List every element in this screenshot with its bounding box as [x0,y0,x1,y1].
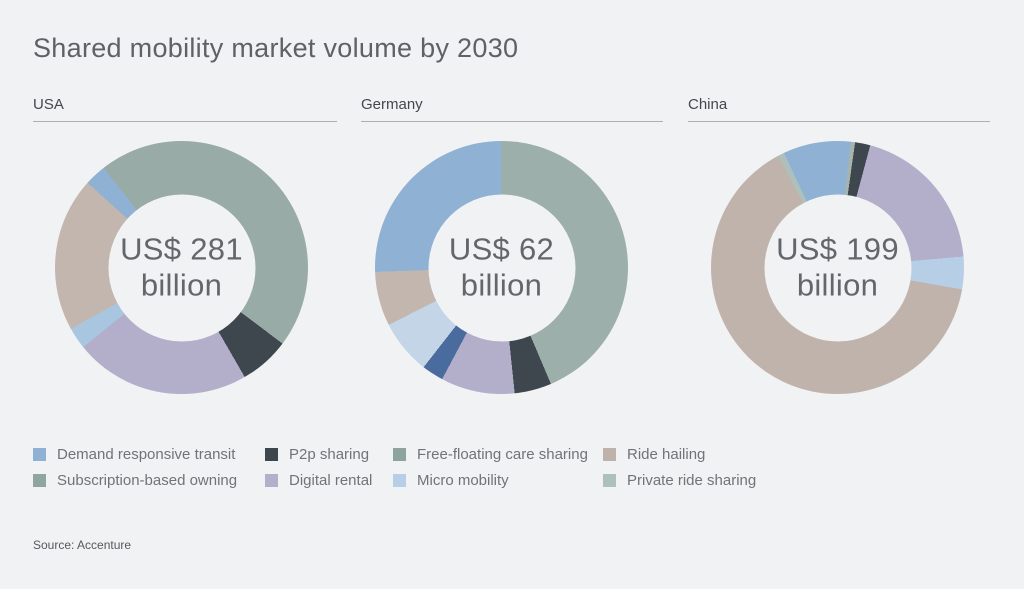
legend-label: P2p sharing [289,446,370,463]
legend-swatch-icon [393,448,406,461]
donut-center-label-china: US$ 199 billion [776,232,899,304]
donut-center-unit: billion [796,267,879,303]
legend-label: Free-floating care sharing [417,446,588,463]
donut-center-unit: billion [460,267,543,303]
donut-center-value: US$ 281 [120,231,243,267]
legend-label: Subscription-based owning [57,472,238,489]
donut-hole: US$ 62 billion [428,194,575,341]
donut-center-value: US$ 199 [776,231,899,267]
legend-label: Private ride sharing [627,472,757,489]
legend-item: Free-floating care sharing [393,446,603,463]
legend-label: Ride hailing [627,446,706,463]
country-header-germany: Germany [361,96,663,122]
legend-swatch-icon [603,474,616,487]
legend-swatch-icon [393,474,406,487]
legend-item: P2p sharing [265,446,393,463]
donut-center-unit: billion [140,267,223,303]
donut-chart-germany: US$ 62 billion [375,141,628,394]
legend-swatch-icon [33,474,46,487]
legend-item: Micro mobility [393,472,603,489]
legend-label: Digital rental [289,472,373,489]
chart-title: Shared mobility market volume by 2030 [33,33,519,63]
legend-swatch-icon [265,448,278,461]
legend-swatch-icon [265,474,278,487]
country-header-usa: USA [33,96,337,122]
legend-item: Demand responsive transit [33,446,265,463]
donut-center-value: US$ 62 [448,231,555,267]
legend-swatch-icon [603,448,616,461]
donut-center-label-usa: US$ 281 billion [120,232,243,304]
legend-item: Subscription-based owning [33,472,265,489]
legend-label: Micro mobility [417,472,509,489]
legend-label: Demand responsive transit [57,446,236,463]
legend-item: Ride hailing [603,446,756,463]
donut-hole: US$ 281 billion [108,194,255,341]
legend-swatch-icon [33,448,46,461]
donut-center-label-germany: US$ 62 billion [449,232,554,304]
donut-chart-usa: US$ 281 billion [55,141,308,394]
source-note: Source: Accenture [33,538,132,552]
legend-item: Digital rental [265,472,393,489]
legend-item: Private ride sharing [603,472,756,489]
country-header-china: China [688,96,990,122]
donut-chart-china: US$ 199 billion [711,141,964,394]
donut-hole: US$ 199 billion [764,194,911,341]
legend: Demand responsive transit P2p sharing Free… [33,446,756,489]
